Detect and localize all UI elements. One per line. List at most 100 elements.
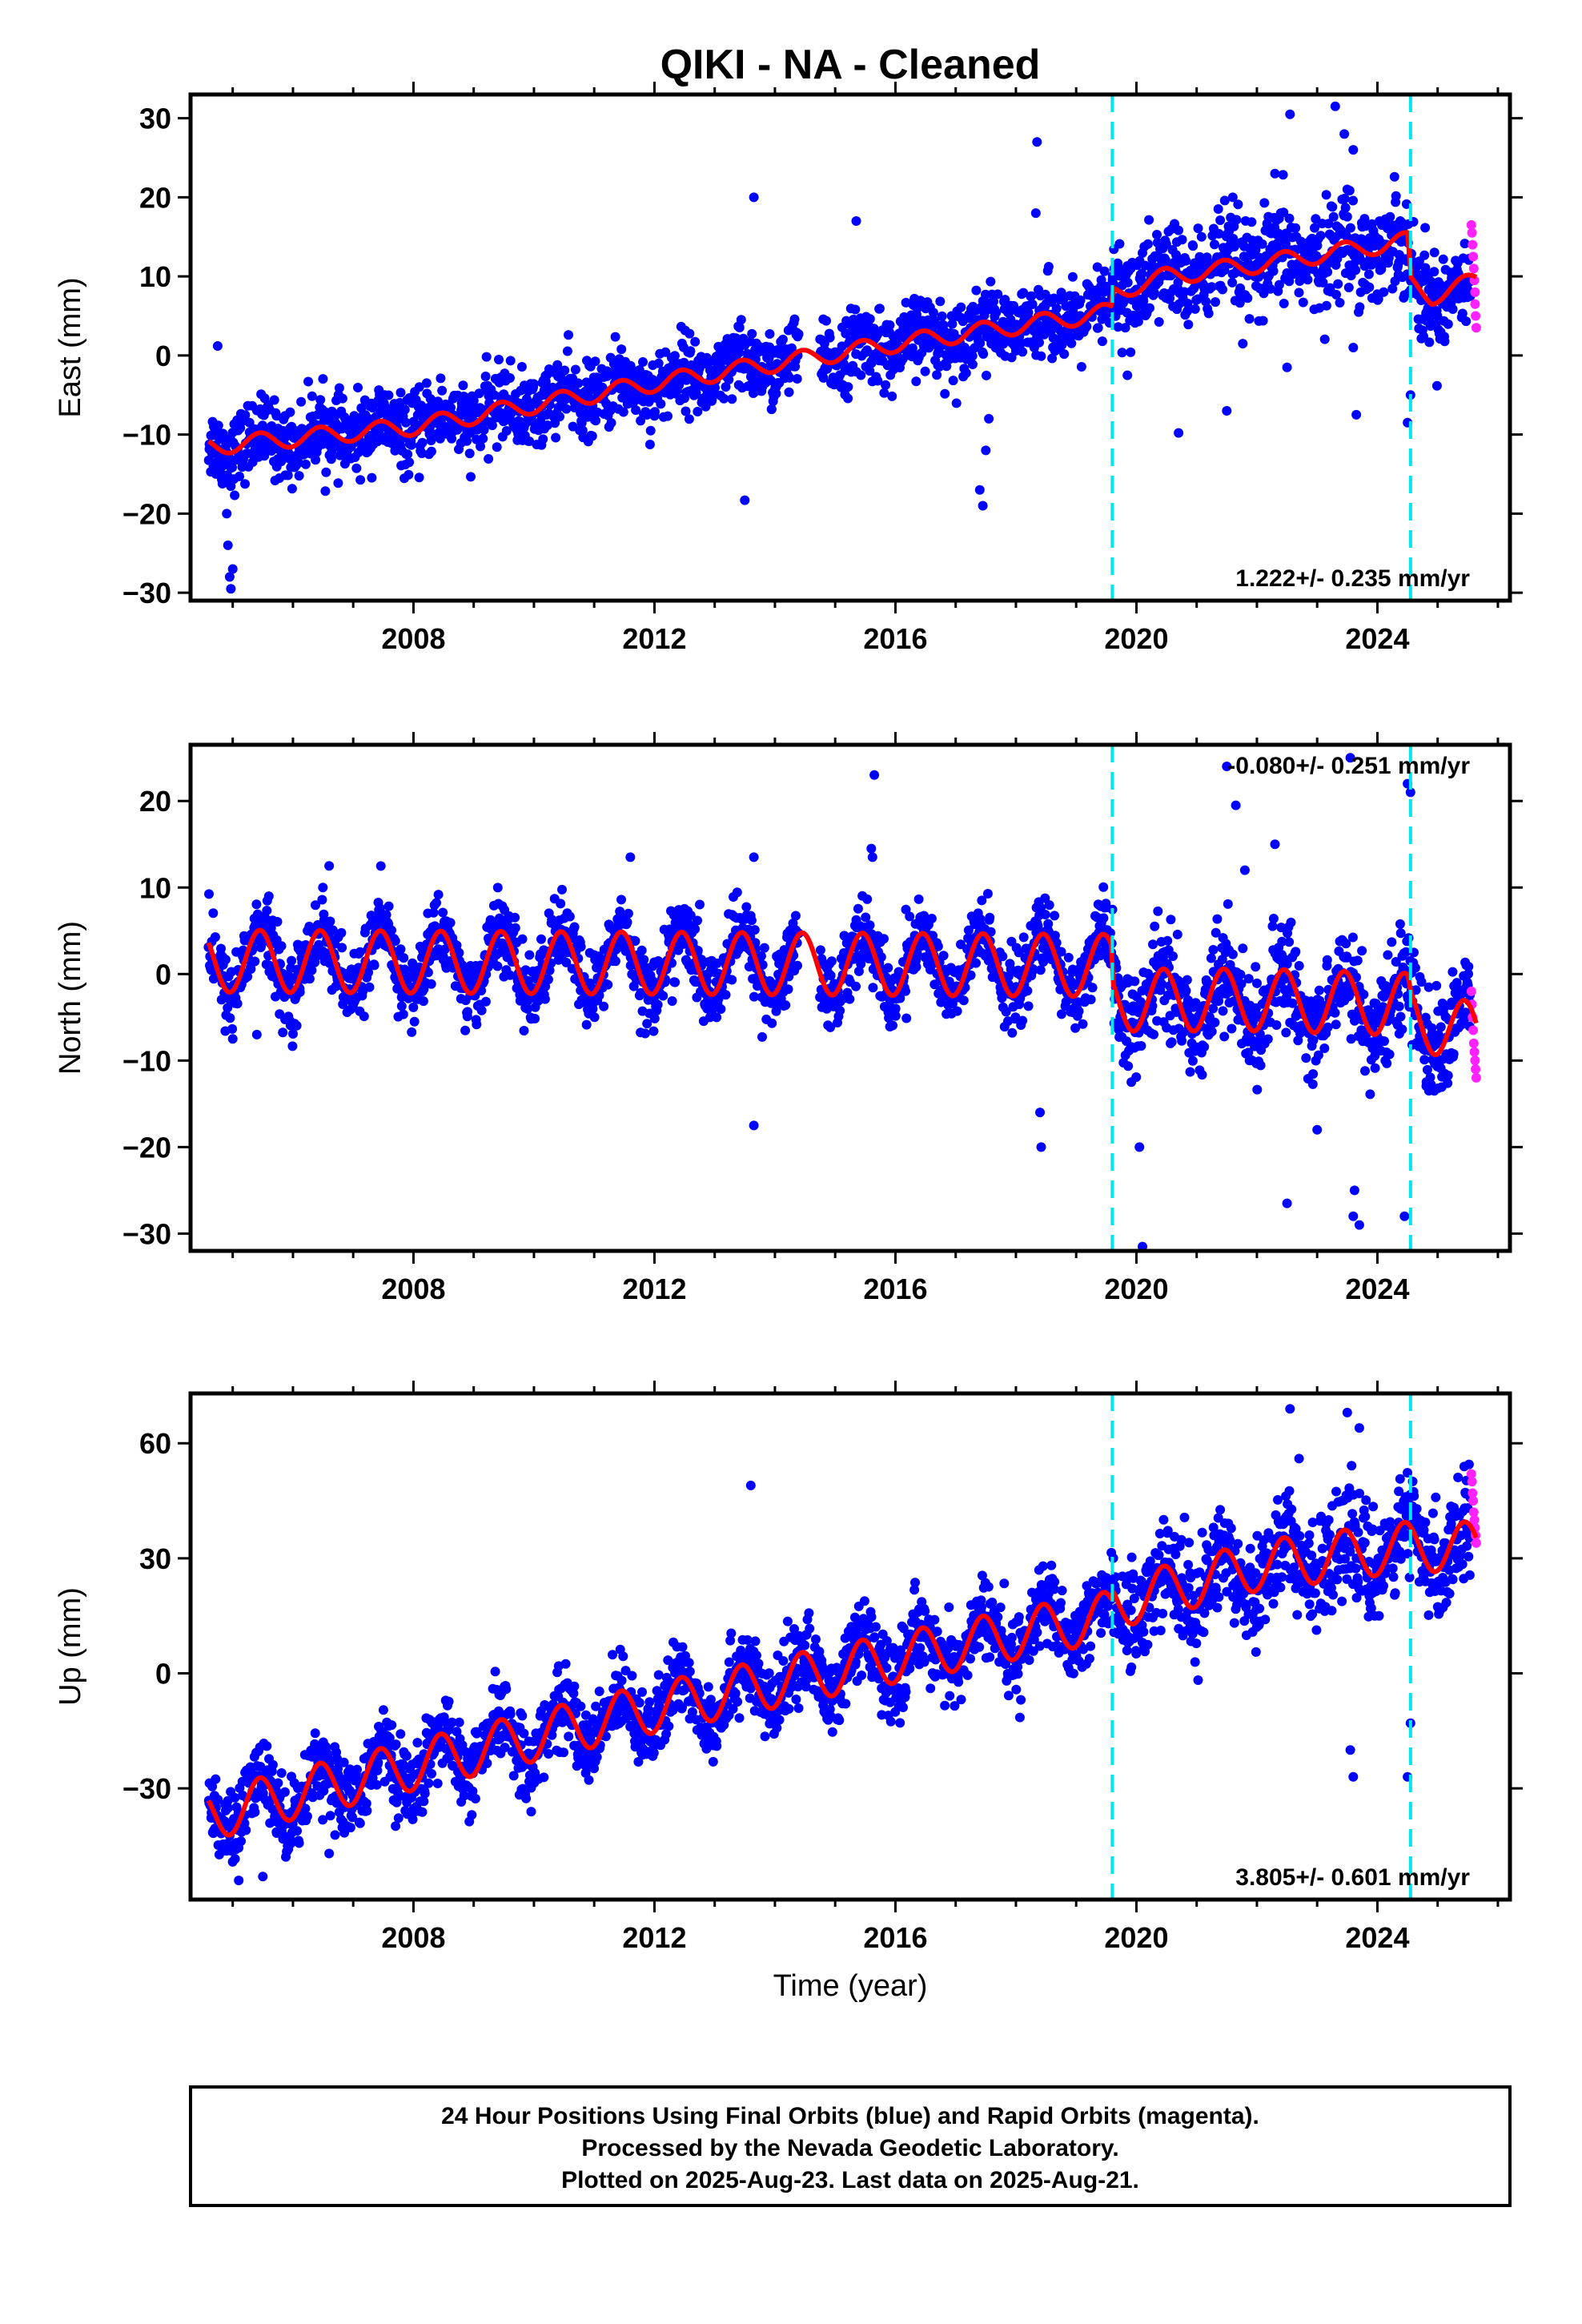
north-final-point [590, 1012, 600, 1022]
north-final-point [1173, 930, 1182, 939]
north-final-point [716, 1004, 725, 1014]
east-final-point [327, 454, 336, 464]
east-x-tick-label: 2024 [1345, 622, 1409, 655]
north-final-point [1269, 914, 1279, 923]
north-final-point [1150, 922, 1159, 931]
east-final-point [785, 388, 794, 397]
east-outlier-point [975, 485, 985, 495]
north-final-point [520, 1026, 529, 1035]
north-final-point [757, 1032, 767, 1042]
north-final-point [1212, 915, 1222, 924]
north-final-point [460, 1026, 470, 1035]
east-final-point [1094, 323, 1103, 332]
east-final-point [1154, 317, 1164, 327]
east-final-point [921, 367, 930, 376]
east-final-point [481, 372, 491, 381]
east-final-point [1259, 198, 1269, 207]
east-final-point [1391, 191, 1401, 201]
east-outlier-point [1339, 129, 1349, 139]
east-final-point [482, 352, 492, 362]
north-final-point [827, 956, 837, 966]
north-final-point [760, 943, 769, 953]
east-final-point [563, 347, 572, 356]
east-final-point [478, 434, 488, 444]
east-final-point [911, 376, 921, 386]
north-final-point [712, 1012, 721, 1022]
north-final-point [1308, 1080, 1318, 1089]
east-rapid-point [1470, 287, 1480, 297]
north-final-point [1019, 932, 1029, 942]
east-final-point [1364, 270, 1374, 279]
east-final-point [1335, 298, 1345, 308]
north-final-point [1045, 900, 1054, 910]
north-final-point [1182, 975, 1192, 985]
east-final-point [492, 442, 502, 452]
east-final-point [591, 416, 600, 425]
north-final-point [1387, 937, 1396, 947]
north-final-point [648, 1027, 658, 1036]
north-final-point [1022, 986, 1032, 995]
east-final-point [793, 374, 802, 384]
north-final-point [650, 1014, 660, 1023]
east-final-point [555, 412, 564, 421]
north-final-point [318, 883, 327, 892]
east-rapid-point [1469, 263, 1479, 273]
north-final-point [816, 945, 825, 955]
north-final-point [407, 1027, 416, 1037]
north-final-point [1018, 1016, 1027, 1026]
north-final-point [1198, 1070, 1207, 1080]
chart-title: QIKI - NA - Cleaned [661, 42, 1041, 88]
north-final-point [325, 917, 335, 927]
north-final-point [250, 957, 259, 967]
east-final-point [962, 368, 971, 378]
east-final-point [982, 371, 991, 380]
east-final-point [1044, 262, 1054, 271]
east-final-point [843, 394, 853, 404]
east-y-tick-label: 30 [139, 103, 171, 135]
east-final-point [230, 491, 239, 501]
north-final-point [1149, 1030, 1158, 1039]
east-final-point [1144, 215, 1154, 225]
east-final-point [404, 470, 413, 480]
north-final-point [603, 980, 612, 990]
north-final-point [767, 1019, 777, 1028]
east-final-point [1448, 304, 1458, 314]
east-final-point [321, 468, 331, 477]
north-final-point [1383, 951, 1392, 960]
north-final-point [434, 890, 444, 899]
east-final-point [1303, 275, 1312, 284]
east-outlier-point [1032, 137, 1042, 147]
north-final-point [211, 932, 220, 942]
east-final-point [1126, 348, 1135, 357]
north-final-point [953, 1007, 962, 1016]
north-final-point [1271, 1020, 1281, 1030]
east-outlier-point [1285, 110, 1295, 119]
east-final-point [968, 352, 978, 361]
east-final-point [494, 355, 504, 364]
north-final-point [1395, 1002, 1404, 1011]
north-final-point [1353, 955, 1363, 965]
east-outlier-point [1031, 208, 1041, 218]
east-outlier-point [223, 541, 233, 550]
east-final-point [1210, 239, 1219, 249]
north-final-point [510, 913, 520, 923]
north-final-point [287, 1041, 297, 1051]
east-rapid-point [1470, 300, 1480, 309]
north-final-point [204, 889, 214, 899]
north-final-point [1263, 1035, 1273, 1044]
north-final-point [1379, 1036, 1389, 1046]
east-final-point [607, 418, 616, 428]
east-outlier-point [1283, 363, 1292, 372]
east-outlier-point [981, 445, 990, 455]
north-final-point [793, 961, 802, 971]
north-final-point [747, 915, 757, 925]
east-final-point [1243, 293, 1252, 303]
east-final-point [650, 407, 660, 416]
east-final-point [285, 408, 295, 417]
north-final-point [653, 1000, 663, 1010]
east-final-point [1440, 336, 1450, 346]
east-final-point [214, 420, 223, 430]
north-final-point [227, 1024, 237, 1034]
north-final-point [1050, 911, 1059, 920]
north-final-point [1357, 946, 1367, 955]
